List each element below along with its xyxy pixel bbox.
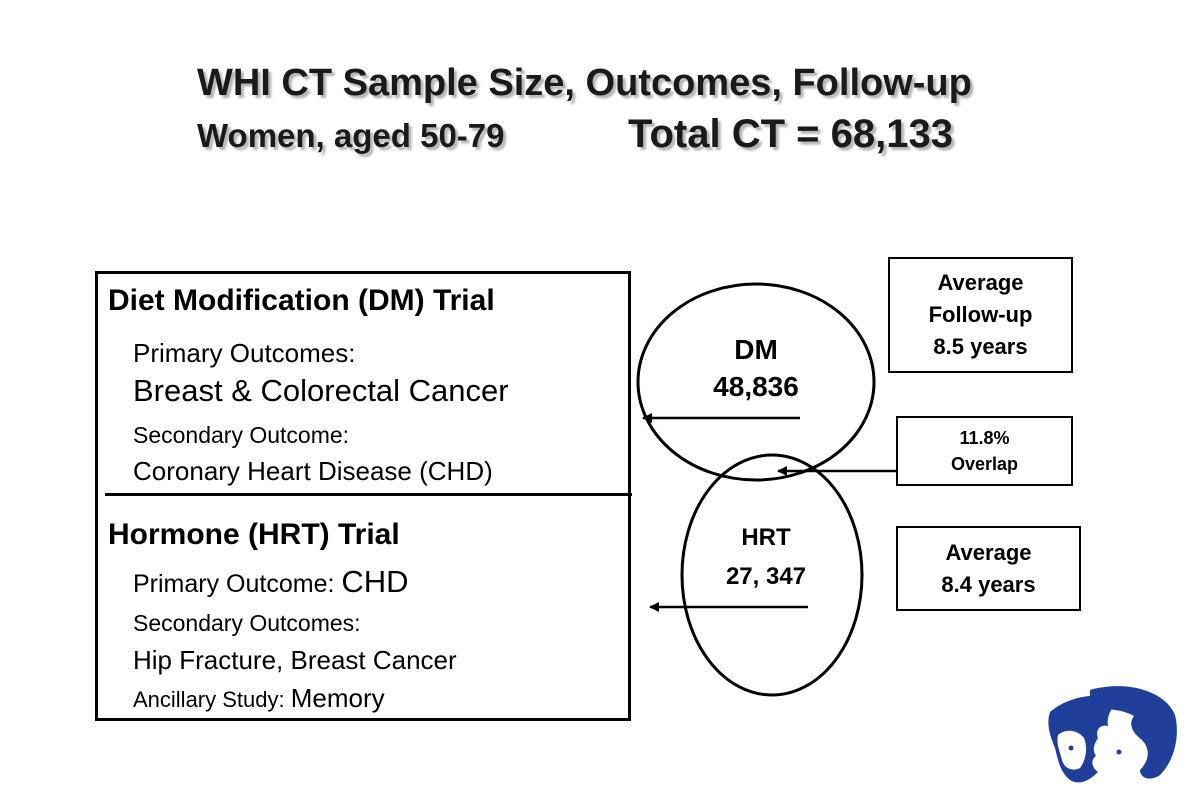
slide-title: WHI CT Sample Size, Outcomes, Follow-up xyxy=(197,62,972,104)
dm-trial-heading: Diet Modification (DM) Trial xyxy=(108,284,495,317)
dm-primary-value: Breast & Colorectal Cancer xyxy=(133,373,509,408)
hrt-trial-heading: Hormone (HRT) Trial xyxy=(108,518,400,551)
hrt-primary-label: Primary Outcome: xyxy=(133,570,342,598)
dm-followup-line2: Follow-up xyxy=(928,302,1033,327)
hrt-followup-line2: 8.4 years xyxy=(941,571,1036,597)
hrt-circle-count: 27, 347 xyxy=(725,563,807,590)
hrt-ancillary-line: Ancillary Study: Memory xyxy=(133,683,385,714)
hrt-primary-value: CHD xyxy=(341,564,409,599)
trials-box xyxy=(95,271,631,721)
dm-followup-line1: Average xyxy=(937,270,1024,295)
dm-secondary-value: Coronary Heart Disease (CHD) xyxy=(133,456,493,486)
overlap-box: 11.8% Overlap xyxy=(896,416,1073,486)
hrt-ancillary-label: Ancillary Study: xyxy=(133,687,291,712)
dm-circle xyxy=(636,282,876,482)
dm-primary-label: Primary Outcomes: xyxy=(133,338,356,368)
hrt-followup-box: Average 8.4 years xyxy=(896,526,1081,611)
dm-circle-count: 48,836 xyxy=(713,371,799,402)
dm-followup-line3: 8.5 years xyxy=(933,334,1028,359)
whi-faces-logo-icon xyxy=(1048,686,1177,783)
trials-divider xyxy=(105,493,632,496)
overlap-line2: Overlap xyxy=(950,454,1019,474)
hrt-secondary-label: Secondary Outcomes: xyxy=(133,610,361,636)
hrt-followup-line1: Average xyxy=(945,539,1032,565)
dm-circle-name: DM xyxy=(734,334,778,365)
slide-subtitle: Women, aged 50-79 xyxy=(197,117,505,154)
dm-followup-box: Average Follow-up 8.5 years xyxy=(888,257,1073,373)
hrt-primary-line: Primary Outcome: CHD xyxy=(133,564,409,600)
total-ct: Total CT = 68,133 xyxy=(628,112,953,156)
hrt-ancillary-value: Memory xyxy=(290,683,385,713)
dm-secondary-label: Secondary Outcome: xyxy=(133,422,350,448)
hrt-secondary-value: Hip Fracture, Breast Cancer xyxy=(133,645,457,675)
hrt-circle xyxy=(680,453,864,697)
overlap-line1: 11.8% xyxy=(959,428,1010,448)
hrt-circle-name: HRT xyxy=(741,524,791,551)
